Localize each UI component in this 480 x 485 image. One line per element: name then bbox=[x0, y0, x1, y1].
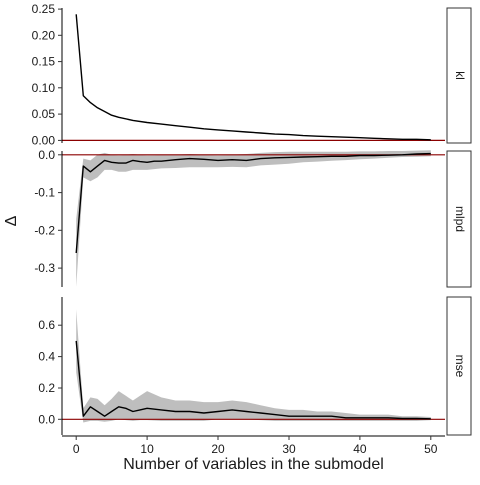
series-line-mse bbox=[75, 340, 431, 420]
y-tick-label-kl: 0.25 bbox=[32, 2, 56, 16]
y-tick-label-kl: 0.15 bbox=[32, 55, 56, 69]
y-axis-title: Δ bbox=[3, 215, 20, 226]
y-tick-label-kl: 0.10 bbox=[32, 81, 56, 95]
y-tick-label-kl: 0.00 bbox=[32, 133, 56, 147]
y-tick-label-kl: 0.05 bbox=[32, 107, 56, 121]
uncertainty-band-mlpd bbox=[76, 150, 431, 287]
x-tick-label: 50 bbox=[424, 442, 438, 456]
x-tick-label: 0 bbox=[73, 442, 80, 456]
y-tick-label-mlpd: -0.1 bbox=[34, 186, 55, 200]
x-tick-label: 40 bbox=[353, 442, 367, 456]
x-tick-label: 20 bbox=[211, 442, 225, 456]
facet-strip-label-mlpd: mlpd bbox=[453, 206, 467, 232]
y-tick-label-mlpd: -0.2 bbox=[34, 223, 55, 237]
y-tick-label-mse: 0.2 bbox=[38, 381, 55, 395]
x-tick-label: 30 bbox=[282, 442, 296, 456]
y-tick-label-mlpd: -0.3 bbox=[34, 261, 55, 275]
facet-strip-mse bbox=[446, 296, 472, 436]
y-tick-label-mse: 0.6 bbox=[38, 318, 55, 332]
facet-strip-label-kl: kl bbox=[453, 71, 467, 80]
facet-strip-label-mse: mse bbox=[453, 355, 467, 378]
y-tick-label-mse: 0.0 bbox=[38, 412, 55, 426]
series-line-mlpd bbox=[75, 152, 431, 254]
x-axis-title: Number of variables in the submodel bbox=[123, 456, 384, 473]
series-line-kl bbox=[75, 14, 431, 141]
y-tick-label-mlpd: 0.0 bbox=[38, 148, 55, 162]
y-tick-label-mse: 0.4 bbox=[38, 350, 55, 364]
y-tick-label-kl: 0.20 bbox=[32, 28, 56, 42]
facet-strip-mlpd bbox=[446, 150, 472, 288]
facet-strip-kl bbox=[446, 7, 472, 144]
uncertainty-band-mse bbox=[76, 309, 431, 423]
x-tick-label: 10 bbox=[140, 442, 154, 456]
